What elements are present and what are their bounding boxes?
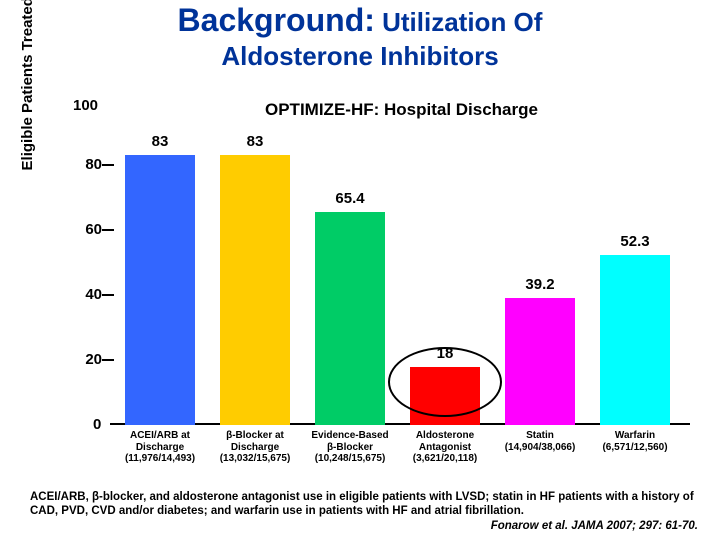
category-label-acei: ACEI/ARB atDischarge(11,976/14,493) (114, 430, 206, 465)
bar-bblock: 83 (220, 155, 290, 425)
bar-value-warf: 52.3 (600, 233, 670, 250)
bar-evid: 65.4 (315, 212, 385, 425)
y-axis-label: Eligible Patients Treated (%) (19, 0, 36, 180)
y-tick (102, 164, 114, 166)
y-tick-label: 20 (78, 351, 102, 368)
y-tick-label: 60 (78, 221, 102, 238)
category-label-evid: Evidence-Basedβ-Blocker(10,248/15,675) (304, 430, 396, 465)
bar-acei: 83 (125, 155, 195, 425)
title-line1: Background: Utilization Of (0, 2, 720, 39)
bar-value-acei: 83 (125, 133, 195, 150)
y-axis-min: 0 (93, 416, 101, 433)
bar-value-bblock: 83 (220, 133, 290, 150)
bar-warf: 52.3 (600, 255, 670, 425)
bar-statin: 39.2 (505, 298, 575, 425)
y-axis-max: 100 (73, 97, 98, 114)
category-label-aldo: AldosteroneAntagonist(3,621/20,118) (399, 430, 491, 465)
title-strong: Background: (178, 2, 375, 38)
y-tick (102, 359, 114, 361)
citation-text: Fonarow et al. JAMA 2007; 297: 61-70. (491, 520, 698, 532)
y-tick (102, 229, 114, 231)
footnote-text: ACEI/ARB, β-blocker, and aldosterone ant… (30, 490, 700, 519)
slide: Background: Utilization Of Aldosterone I… (0, 0, 720, 540)
category-label-bblock: β-Blocker atDischarge(13,032/15,675) (209, 430, 301, 465)
category-label-warf: Warfarin(6,571/12,560) (589, 430, 681, 453)
slide-title: Background: Utilization Of Aldosterone I… (0, 2, 720, 72)
bar-value-evid: 65.4 (315, 190, 385, 207)
y-tick-label: 80 (78, 156, 102, 173)
chart-area: OPTIMIZE-HF: Hospital Discharge 100 0 El… (55, 100, 695, 458)
y-tick (102, 294, 114, 296)
highlight-ellipse (388, 347, 502, 417)
title-sub: Utilization Of (375, 7, 543, 37)
category-label-statin: Statin(14,904/38,066) (494, 430, 586, 453)
bar-value-statin: 39.2 (505, 276, 575, 293)
plot-region: 20406080838365.41839.252.3 (110, 100, 690, 425)
title-line2: Aldosterone Inhibitors (0, 41, 720, 72)
y-tick-label: 40 (78, 286, 102, 303)
